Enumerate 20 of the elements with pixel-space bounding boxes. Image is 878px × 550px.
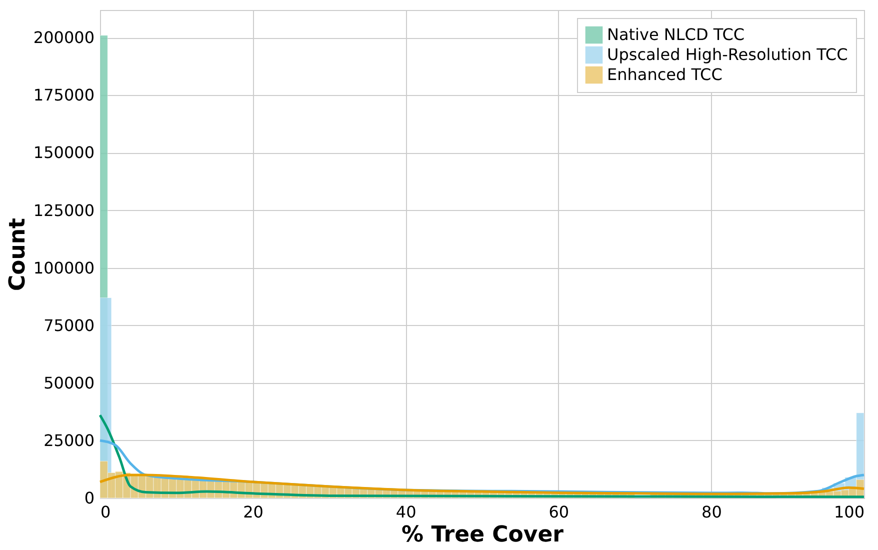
y-tick-label: 100000 <box>33 258 94 278</box>
y-tick-label: 0 <box>84 488 94 508</box>
x-tick-label: 60 <box>548 502 570 522</box>
x-tick-label: 40 <box>396 502 416 522</box>
legend-label: Native NLCD TCC <box>607 25 745 44</box>
x-tick-label: 80 <box>702 502 722 522</box>
legend-label: Enhanced TCC <box>607 65 722 84</box>
y-tick-label: 50000 <box>44 373 94 392</box>
x-axis-title: % Tree Cover <box>401 522 564 548</box>
x-tick-label: 20 <box>243 502 264 522</box>
y-tick-label: 25000 <box>44 430 94 450</box>
y-tick-label: 150000 <box>33 143 94 162</box>
y-tick-label: 175000 <box>33 86 94 105</box>
y-tick-label: 200000 <box>33 28 94 48</box>
x-tick-label: 100 <box>834 502 864 522</box>
y-tick-label: 125000 <box>33 200 94 220</box>
y-tick-label: 75000 <box>44 316 94 335</box>
y-axis-title: Count <box>5 217 30 292</box>
x-tick-label: 0 <box>100 502 111 522</box>
legend-label: Upscaled High-Resolution TCC <box>607 45 848 64</box>
